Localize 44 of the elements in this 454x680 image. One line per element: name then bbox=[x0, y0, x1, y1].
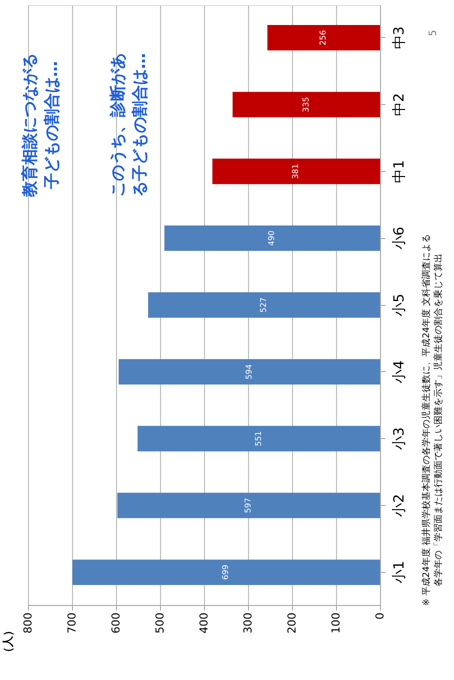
data-label: 597 bbox=[244, 498, 253, 514]
x-tick-label: 800 bbox=[22, 612, 34, 634]
x-tick-label: 200 bbox=[286, 612, 298, 634]
x-tick-label: 0 bbox=[374, 612, 386, 620]
annotation: 教育相談につながる bbox=[20, 53, 39, 198]
y-tick-label: 中2 bbox=[392, 93, 408, 116]
bar bbox=[148, 292, 380, 318]
annotation: このうち、診断があ bbox=[108, 53, 127, 197]
data-label: 490 bbox=[267, 230, 276, 246]
bar bbox=[138, 426, 380, 452]
text: 各学年の「学習面または行動面で著しい困難を示す」児童生徒の割合を乗じて算出 bbox=[433, 254, 444, 586]
y-axis-title: （人） bbox=[2, 625, 14, 658]
bar bbox=[267, 25, 380, 50]
bar bbox=[72, 560, 380, 585]
y-tick-label: 小1 bbox=[392, 560, 408, 584]
y-tick-label: 中3 bbox=[392, 26, 408, 50]
data-label: 699 bbox=[221, 564, 230, 580]
y-tick-label: 小5 bbox=[392, 294, 408, 316]
y-tick-label: 小6 bbox=[392, 226, 408, 250]
data-label: 256 bbox=[318, 30, 328, 46]
bar bbox=[118, 359, 380, 385]
bar bbox=[117, 492, 380, 518]
bar bbox=[212, 158, 380, 184]
text: 5 bbox=[428, 30, 439, 36]
annotation: る子どもの割合は… bbox=[130, 53, 149, 197]
data-label: 594 bbox=[244, 364, 254, 380]
x-tick-label: 600 bbox=[110, 612, 122, 634]
x-tick-label: 500 bbox=[154, 612, 166, 634]
y-tick-label: 中1 bbox=[392, 160, 408, 183]
data-label: 335 bbox=[301, 96, 310, 112]
y-tick-label: 小3 bbox=[392, 427, 408, 450]
y-tick-label: 小2 bbox=[392, 494, 408, 517]
text: ※ 平成24年度 福井県学校基本調査の各学年の児童生徒数に、平成24年度 文科省調査による bbox=[421, 234, 432, 606]
bar bbox=[164, 225, 380, 251]
data-label: 551 bbox=[254, 430, 263, 446]
x-tick-label: 400 bbox=[198, 612, 210, 634]
x-tick-label: 300 bbox=[242, 612, 254, 634]
data-label: 527 bbox=[259, 297, 268, 313]
x-tick-label: 700 bbox=[66, 612, 78, 634]
annotation: 子どもの割合は… bbox=[42, 61, 61, 190]
bar bbox=[232, 92, 380, 118]
y-tick-label: 小4 bbox=[392, 360, 408, 384]
x-tick-label: 100 bbox=[330, 612, 342, 634]
data-label: 381 bbox=[291, 164, 300, 180]
